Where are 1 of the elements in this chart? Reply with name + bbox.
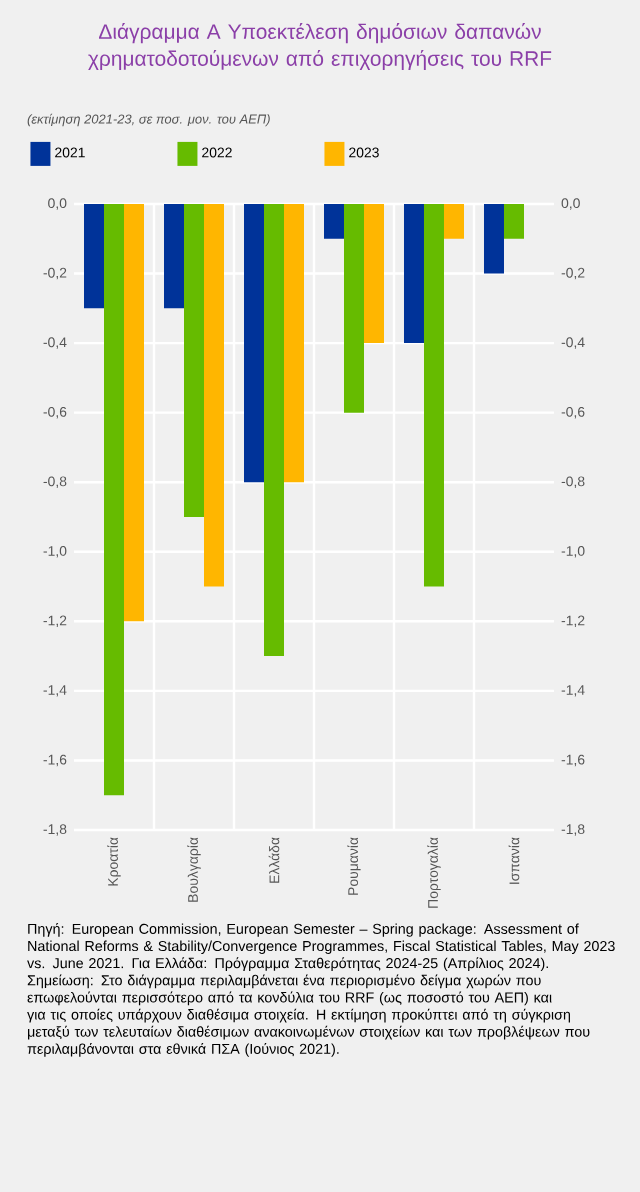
chart-title: Διάγραμμα Α Υποεκτέλεση δημόσιων δαπανών χρηματοδοτούμενων από επιχορηγήσεις του RRF [88, 23, 552, 71]
